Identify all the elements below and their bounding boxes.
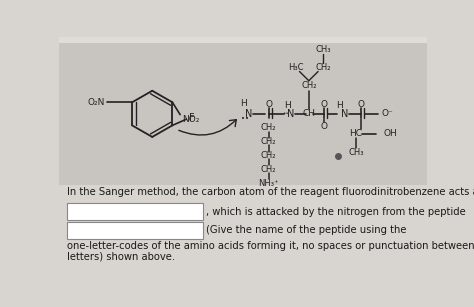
Text: CH₂: CH₂ — [261, 151, 276, 160]
Text: O: O — [321, 100, 328, 109]
Text: N: N — [286, 109, 294, 119]
Text: , which is attacked by the nitrogen from the peptide: , which is attacked by the nitrogen from… — [207, 207, 466, 217]
Text: ••: •• — [241, 116, 249, 122]
Text: (Give the name of the peptide using the: (Give the name of the peptide using the — [207, 225, 407, 235]
Text: HC: HC — [349, 129, 363, 138]
Text: CH₃: CH₃ — [315, 45, 330, 54]
Text: H₃C: H₃C — [288, 63, 303, 72]
Bar — [67, 222, 202, 239]
Bar — [59, 37, 427, 185]
Text: H: H — [240, 99, 247, 108]
Text: NH₃⁺: NH₃⁺ — [258, 179, 279, 188]
Text: CH₂: CH₂ — [261, 165, 276, 174]
Text: In the Sanger method, the carbon atom of the reagent fluorodinitrobenzene acts a: In the Sanger method, the carbon atom of… — [67, 187, 474, 197]
Text: OH: OH — [384, 129, 398, 138]
Text: CH₂: CH₂ — [315, 63, 330, 72]
Text: O: O — [265, 100, 272, 109]
Text: O⁻: O⁻ — [382, 109, 393, 118]
Text: CH₃: CH₃ — [348, 148, 364, 157]
Text: H: H — [284, 101, 291, 110]
Text: one-letter-codes of the amino acids forming it, no spaces or punctuation between: one-letter-codes of the amino acids form… — [67, 241, 474, 251]
Text: O: O — [321, 122, 328, 131]
Text: O₂N: O₂N — [88, 98, 105, 107]
Text: NO₂: NO₂ — [182, 115, 199, 124]
Text: ••: •• — [282, 111, 289, 116]
Text: CH₂: CH₂ — [261, 123, 276, 132]
Text: N: N — [341, 109, 348, 119]
Text: CH: CH — [302, 109, 315, 118]
Text: O: O — [357, 100, 364, 109]
Text: H: H — [337, 101, 343, 110]
Text: N: N — [245, 109, 252, 119]
Text: letters) shown above.: letters) shown above. — [67, 251, 175, 261]
Bar — [59, 37, 427, 43]
Bar — [67, 203, 202, 220]
Text: F: F — [190, 113, 195, 123]
Text: CH₂: CH₂ — [261, 137, 276, 146]
Text: CH₂: CH₂ — [301, 81, 317, 90]
FancyArrowPatch shape — [179, 120, 236, 135]
